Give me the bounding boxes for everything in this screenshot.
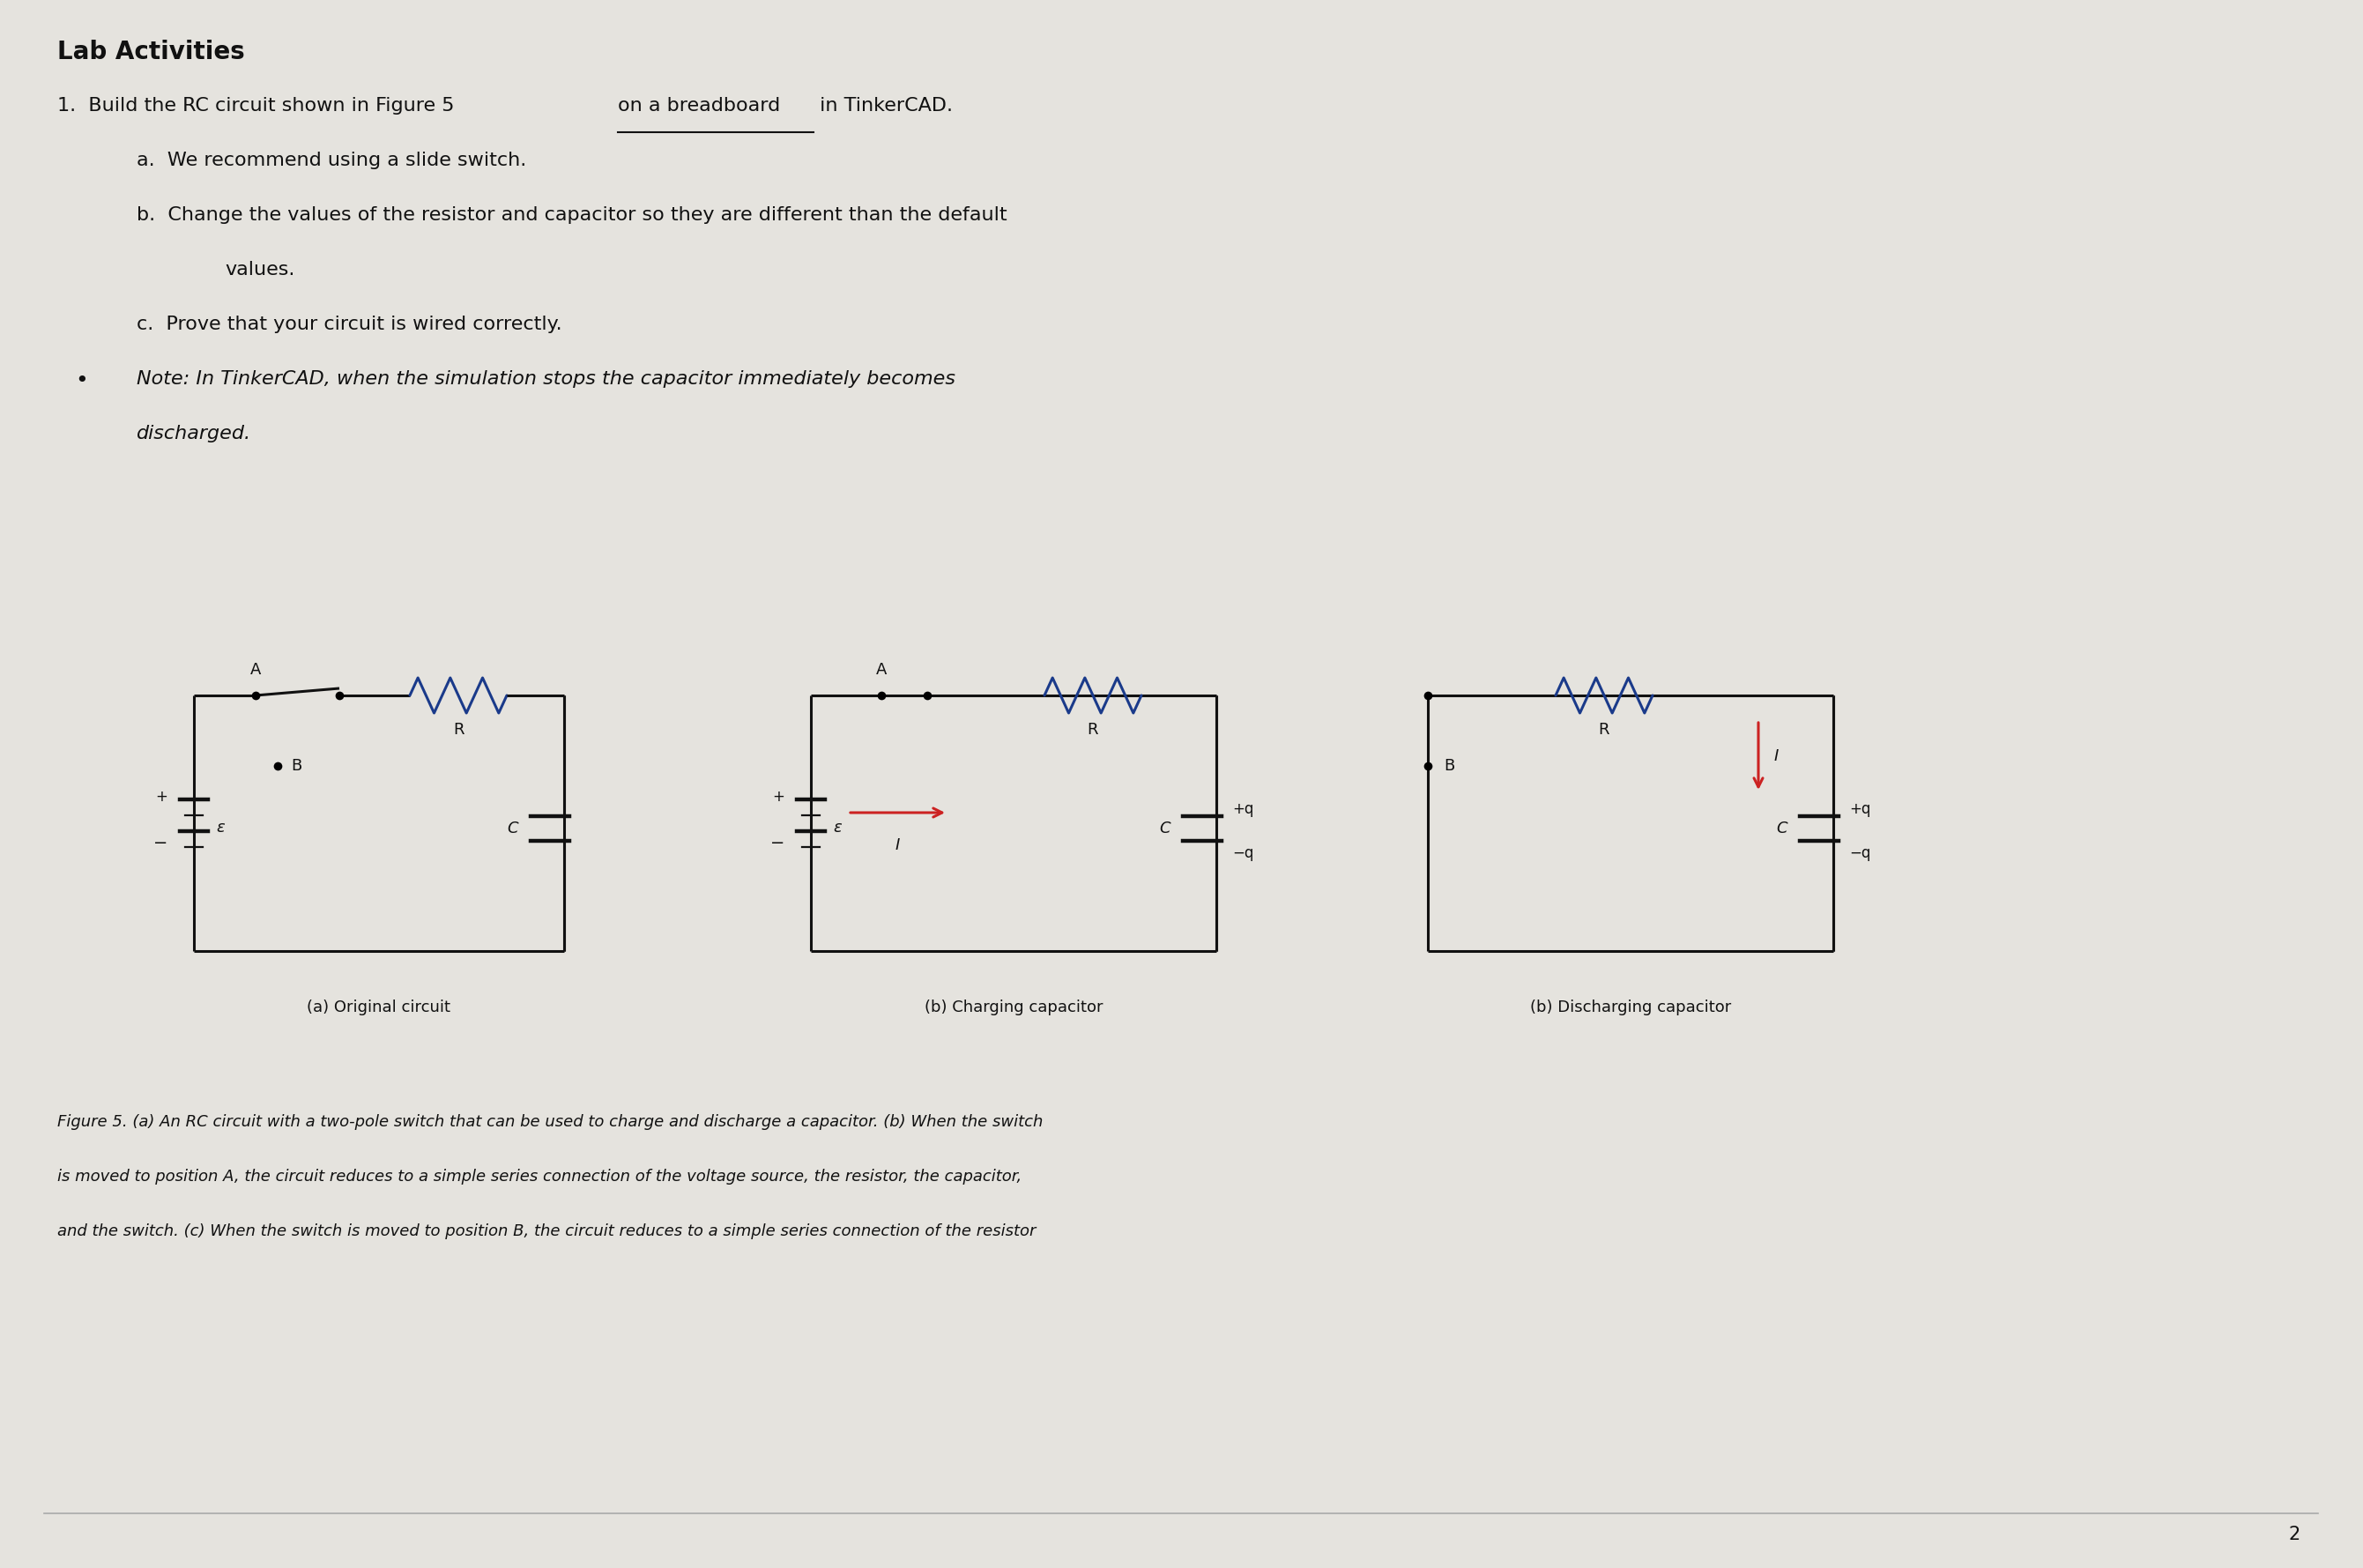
Text: +: + xyxy=(773,789,785,804)
Text: c.  Prove that your circuit is wired correctly.: c. Prove that your circuit is wired corr… xyxy=(137,315,562,332)
Text: (b) Discharging capacitor: (b) Discharging capacitor xyxy=(1529,999,1732,1016)
Text: ε: ε xyxy=(215,820,224,836)
Text: b.  Change the values of the resistor and capacitor so they are different than t: b. Change the values of the resistor and… xyxy=(137,207,1007,224)
Text: −q: −q xyxy=(1231,845,1255,861)
Text: Note: In TinkerCAD, when the simulation stops the capacitor immediately becomes: Note: In TinkerCAD, when the simulation … xyxy=(137,370,955,387)
Text: A: A xyxy=(877,662,886,677)
Text: •: • xyxy=(76,370,87,392)
Text: R: R xyxy=(454,721,463,737)
Text: discharged.: discharged. xyxy=(137,425,250,442)
Text: −: − xyxy=(770,834,785,851)
Text: C: C xyxy=(1777,820,1786,836)
Text: −q: −q xyxy=(1850,845,1871,861)
Text: I: I xyxy=(896,837,900,853)
Text: a.  We recommend using a slide switch.: a. We recommend using a slide switch. xyxy=(137,152,527,169)
Text: R: R xyxy=(1600,721,1609,737)
Text: +q: +q xyxy=(1231,801,1255,817)
Text: and the switch. (c) When the switch is moved to position B, the circuit reduces : and the switch. (c) When the switch is m… xyxy=(57,1223,1035,1239)
Text: +q: +q xyxy=(1850,801,1871,817)
Text: Figure 5. (a) An RC circuit with a two-pole switch that can be used to charge an: Figure 5. (a) An RC circuit with a two-p… xyxy=(57,1115,1042,1131)
Text: +: + xyxy=(156,789,168,804)
Text: −: − xyxy=(154,834,168,851)
Text: ε: ε xyxy=(832,820,841,836)
Text: Lab Activities: Lab Activities xyxy=(57,39,246,64)
Text: A: A xyxy=(250,662,260,677)
Text: values.: values. xyxy=(224,260,295,279)
Text: (a) Original circuit: (a) Original circuit xyxy=(307,999,451,1016)
Text: 2: 2 xyxy=(2290,1526,2302,1543)
Text: B: B xyxy=(1444,757,1456,775)
Text: on a breadboard: on a breadboard xyxy=(619,97,780,114)
Text: I: I xyxy=(1775,748,1779,764)
Text: 1.  Build the RC circuit shown in Figure 5: 1. Build the RC circuit shown in Figure … xyxy=(57,97,461,114)
Text: R: R xyxy=(1087,721,1099,737)
Text: C: C xyxy=(508,820,517,836)
Text: B: B xyxy=(291,757,302,775)
Text: C: C xyxy=(1160,820,1170,836)
Text: (b) Charging capacitor: (b) Charging capacitor xyxy=(924,999,1104,1016)
Text: is moved to position A, the circuit reduces to a simple series connection of the: is moved to position A, the circuit redu… xyxy=(57,1168,1021,1184)
Text: in TinkerCAD.: in TinkerCAD. xyxy=(813,97,952,114)
